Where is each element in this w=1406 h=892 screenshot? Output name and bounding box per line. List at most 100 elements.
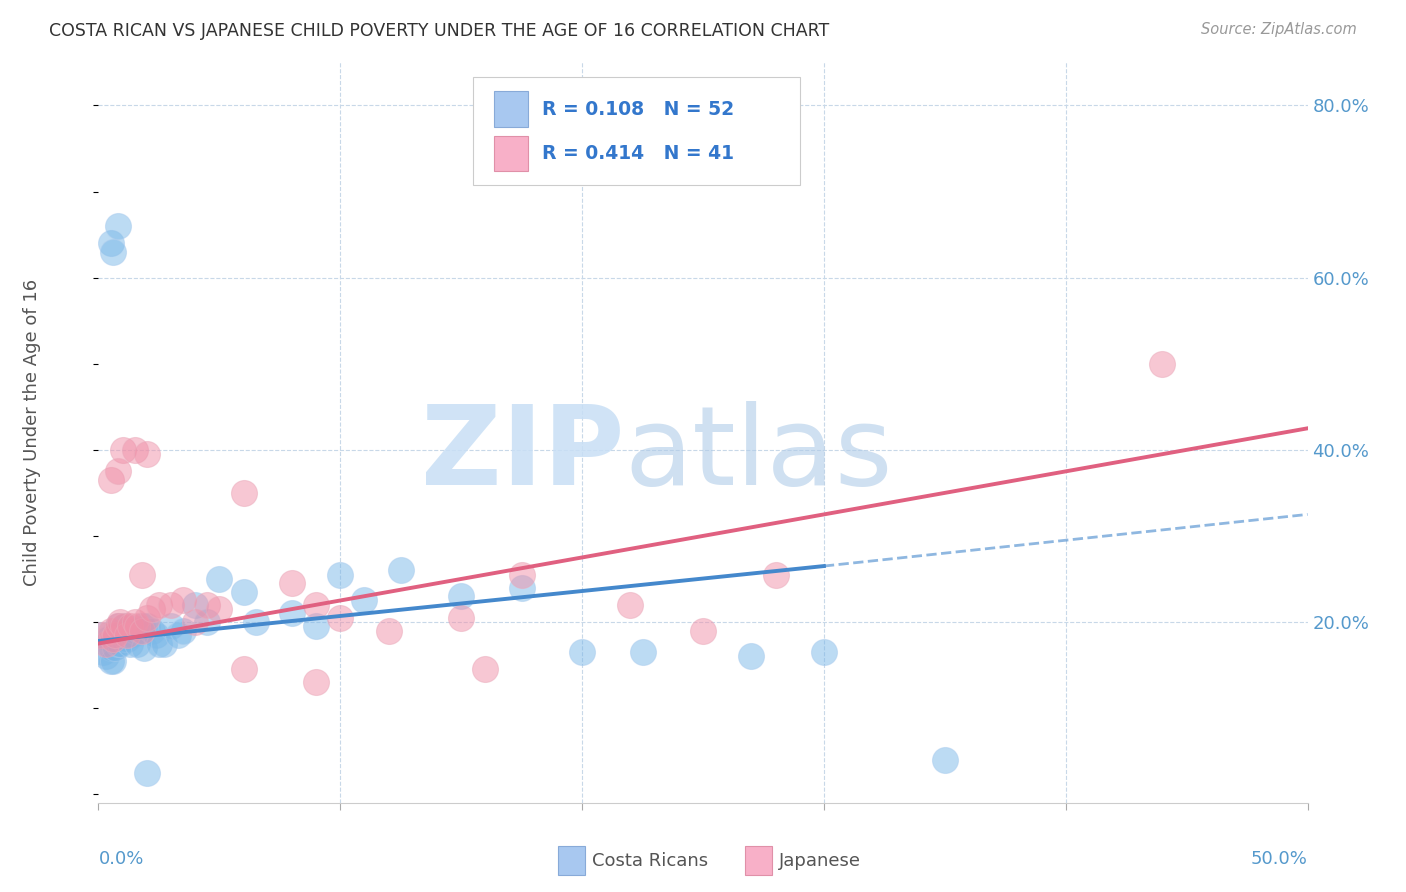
Point	[124, 624, 146, 638]
Bar	[494, 136, 527, 171]
Point	[510, 567, 533, 582]
Point	[934, 753, 956, 767]
Point	[765, 567, 787, 582]
Point	[329, 610, 352, 624]
Point	[281, 576, 304, 591]
Point	[167, 628, 190, 642]
Bar	[558, 847, 585, 875]
Point	[135, 765, 157, 780]
Point	[111, 632, 134, 647]
Point	[117, 628, 139, 642]
Point	[104, 628, 127, 642]
Point	[108, 636, 131, 650]
Point	[127, 619, 149, 633]
Point	[208, 602, 231, 616]
Point	[135, 619, 157, 633]
Point	[740, 649, 762, 664]
Point	[232, 662, 254, 676]
Point	[631, 645, 654, 659]
Point	[141, 602, 163, 616]
Point	[107, 636, 129, 650]
Text: 50.0%: 50.0%	[1251, 850, 1308, 868]
Point	[510, 581, 533, 595]
Text: ZIP: ZIP	[420, 401, 624, 508]
Point	[172, 624, 194, 638]
Point	[450, 610, 472, 624]
Point	[128, 624, 150, 638]
Point	[135, 610, 157, 624]
Text: 0.0%: 0.0%	[98, 850, 143, 868]
Point	[111, 442, 134, 457]
Text: R = 0.414   N = 41: R = 0.414 N = 41	[543, 144, 734, 163]
Point	[692, 624, 714, 638]
Text: Source: ZipAtlas.com: Source: ZipAtlas.com	[1201, 22, 1357, 37]
Text: atlas: atlas	[624, 401, 893, 508]
Point	[127, 636, 149, 650]
Point	[94, 649, 117, 664]
Point	[108, 615, 131, 629]
Point	[131, 624, 153, 638]
Bar	[494, 91, 527, 127]
Point	[134, 640, 156, 655]
Point	[195, 615, 218, 629]
Point	[1152, 357, 1174, 371]
Point	[100, 654, 122, 668]
Point	[377, 624, 399, 638]
Point	[118, 619, 141, 633]
Point	[450, 589, 472, 603]
Point	[100, 624, 122, 638]
Point	[195, 598, 218, 612]
Text: Japanese: Japanese	[779, 852, 862, 870]
Point	[571, 645, 593, 659]
Point	[281, 607, 304, 621]
Point	[208, 572, 231, 586]
Point	[232, 585, 254, 599]
Text: R = 0.108   N = 52: R = 0.108 N = 52	[543, 100, 734, 119]
Point	[160, 598, 183, 612]
Point	[152, 636, 174, 650]
Point	[114, 619, 136, 633]
Point	[305, 675, 328, 690]
Point	[329, 567, 352, 582]
Point	[117, 632, 139, 647]
Point	[90, 628, 112, 642]
Point	[107, 464, 129, 478]
Bar	[745, 847, 772, 875]
Point	[111, 619, 134, 633]
Point	[305, 619, 328, 633]
Point	[118, 636, 141, 650]
Point	[184, 598, 207, 612]
Point	[101, 632, 124, 647]
Point	[389, 563, 412, 577]
Point	[184, 615, 207, 629]
Point	[90, 628, 112, 642]
Point	[131, 567, 153, 582]
Point	[141, 624, 163, 638]
Point	[91, 645, 114, 659]
Point	[97, 632, 120, 647]
Point	[813, 645, 835, 659]
Text: COSTA RICAN VS JAPANESE CHILD POVERTY UNDER THE AGE OF 16 CORRELATION CHART: COSTA RICAN VS JAPANESE CHILD POVERTY UN…	[49, 22, 830, 40]
Point	[111, 624, 134, 638]
Point	[145, 628, 167, 642]
Point	[107, 619, 129, 633]
Point	[474, 662, 496, 676]
Text: Costa Ricans: Costa Ricans	[592, 852, 707, 870]
Point	[353, 593, 375, 607]
Point	[148, 636, 170, 650]
Point	[148, 598, 170, 612]
Point	[135, 447, 157, 461]
Point	[124, 615, 146, 629]
Point	[100, 473, 122, 487]
Point	[104, 628, 127, 642]
Point	[121, 628, 143, 642]
Point	[107, 619, 129, 633]
Point	[101, 244, 124, 259]
Point	[619, 598, 641, 612]
Point	[104, 640, 127, 655]
Point	[100, 640, 122, 655]
Point	[245, 615, 267, 629]
Point	[101, 654, 124, 668]
Text: Child Poverty Under the Age of 16: Child Poverty Under the Age of 16	[22, 279, 41, 586]
Point	[172, 593, 194, 607]
